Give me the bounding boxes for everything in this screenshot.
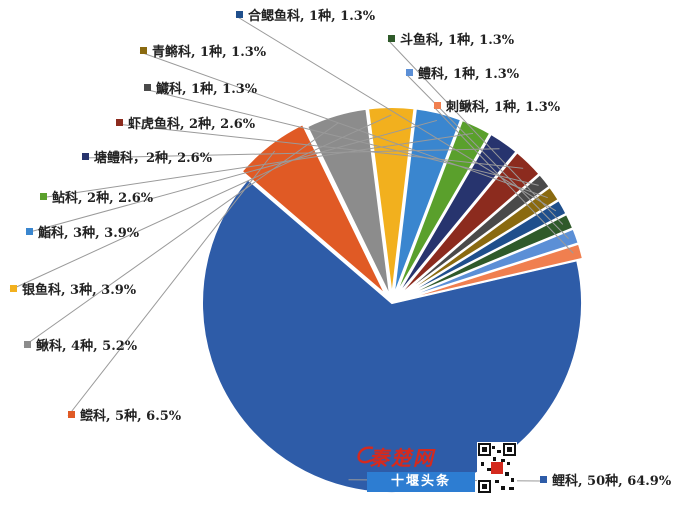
swoosh-icon bbox=[357, 446, 374, 464]
leader-line bbox=[433, 106, 574, 254]
pie-slice bbox=[305, 107, 392, 298]
label-marker bbox=[140, 47, 147, 54]
label-marker bbox=[540, 476, 547, 483]
label-marker bbox=[68, 411, 75, 418]
slice-labels: 鲤科, 50种, 64.9% 鲿科, 5种, 6.5% 鳅科, 4种, 5.2% 银鱼… bbox=[10, 8, 672, 489]
slice-label: 青鳉科, 1种, 1.3% bbox=[152, 44, 267, 60]
leader-line bbox=[67, 150, 276, 417]
slice-label: 鳢科, 1种, 1.3% bbox=[418, 66, 520, 82]
watermark-brand: 秦楚网 bbox=[369, 446, 435, 470]
slice-label: 鮨科, 3种, 3.9% bbox=[38, 225, 140, 241]
label-marker bbox=[24, 341, 31, 348]
label-marker bbox=[116, 119, 123, 126]
leader-line bbox=[23, 122, 339, 347]
slice-label: 斗鱼科, 1种, 1.3% bbox=[400, 32, 515, 48]
slice-label: 虾虎鱼科, 2种, 2.6% bbox=[128, 116, 256, 132]
watermark: 秦楚网 十堰头条 bbox=[355, 438, 520, 500]
label-marker bbox=[10, 285, 17, 292]
slice-label: 鱵科, 1种, 1.3% bbox=[155, 81, 258, 97]
label-marker bbox=[388, 35, 395, 42]
leader-line bbox=[405, 73, 569, 239]
pie-slice bbox=[201, 177, 583, 494]
slice-label: 塘鳢科，2种, 2.6% bbox=[94, 150, 213, 166]
pie-slices bbox=[201, 106, 585, 494]
slice-label: 鳅科, 4种, 5.2% bbox=[36, 338, 138, 354]
slice-label: 银鱼科, 3种, 3.9% bbox=[22, 282, 137, 298]
leader-line bbox=[115, 123, 524, 169]
watermark-caption: 十堰头条 bbox=[367, 472, 475, 492]
slice-label: 鲇科, 2种, 2.6% bbox=[52, 190, 154, 206]
label-marker bbox=[82, 153, 89, 160]
qr-code-icon bbox=[477, 442, 517, 494]
label-marker bbox=[236, 11, 243, 18]
leader-line bbox=[139, 51, 548, 199]
label-marker bbox=[406, 69, 413, 76]
leader-line bbox=[39, 132, 474, 199]
pie-slice bbox=[366, 106, 416, 298]
leader-line bbox=[9, 114, 392, 291]
pie-slice bbox=[397, 242, 585, 303]
leader-line bbox=[81, 148, 500, 159]
slice-label: 鲿科, 5种, 6.5% bbox=[80, 408, 182, 424]
leader-line bbox=[143, 88, 539, 186]
leader-line bbox=[25, 119, 438, 234]
label-marker bbox=[144, 84, 151, 91]
leader-lines bbox=[9, 15, 574, 482]
label-marker bbox=[40, 193, 47, 200]
label-marker bbox=[26, 228, 33, 235]
slice-label: 鲤科, 50种, 64.9% bbox=[551, 473, 672, 489]
slice-label: 刺鳅科, 1种, 1.3% bbox=[446, 99, 561, 115]
slice-label: 合鳃鱼科, 1种, 1.3% bbox=[248, 8, 376, 24]
leader-line bbox=[387, 39, 564, 225]
label-marker bbox=[434, 102, 441, 109]
